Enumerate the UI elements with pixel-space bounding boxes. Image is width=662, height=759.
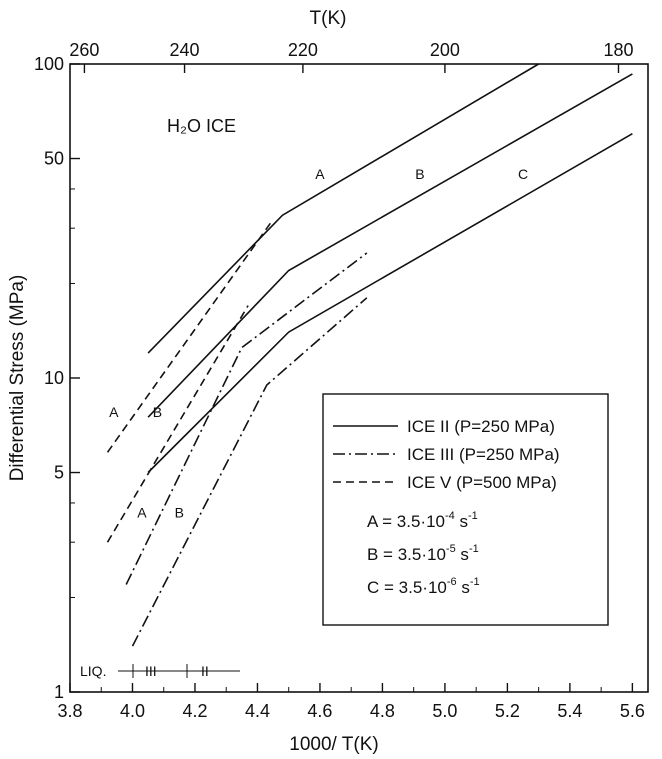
x-tick-label: 5.6 <box>620 701 645 721</box>
curve-labels: A B C A B A B <box>109 166 528 520</box>
series-line-dashed-b <box>106 305 249 543</box>
top-axis-title: T(K) <box>310 8 347 29</box>
curve-label: A <box>315 166 325 182</box>
legend-box <box>322 393 609 626</box>
legend-label-ice-v: ICE V (P=500 MPa) <box>407 473 557 492</box>
curve-label: C <box>518 166 528 182</box>
series-line-solid-c <box>147 133 633 474</box>
curve-label: A <box>137 504 147 520</box>
x-tick-label: 4.0 <box>120 701 145 721</box>
top-tick-label: 260 <box>69 40 99 60</box>
phase-label-liq: LIQ. <box>80 663 106 679</box>
top-tick-label: 200 <box>430 40 460 60</box>
y-tick-label: 50 <box>44 149 64 169</box>
axis-tick-labels: 3.8 4.0 4.2 4.4 4.6 4.8 5.0 5.2 5.4 5.6 260 240 220 2… <box>34 40 645 721</box>
curve-label: A <box>109 404 119 420</box>
series-line-dashed-a <box>106 218 274 453</box>
series-line-dashdot-b <box>131 297 368 647</box>
y-tick-label: 1 <box>54 682 64 702</box>
legend-label-ice-iii: ICE III (P=250 MPa) <box>407 445 560 464</box>
top-tick-label: 240 <box>170 40 200 60</box>
series-line-dashdot-a <box>125 252 368 585</box>
x-tick-label: 5.2 <box>495 701 520 721</box>
top-tick-label: 180 <box>603 40 633 60</box>
curve-label: B <box>175 504 184 520</box>
x-tick-label: 4.8 <box>370 701 395 721</box>
legend-rate-b: B = 3.5·10-5 s-1 <box>367 543 479 564</box>
series-line-solid-b <box>147 73 633 418</box>
legend: ICE II (P=250 MPa) ICE III (P=250 MPa) I… <box>322 393 609 626</box>
x-tick-label: 3.8 <box>57 701 82 721</box>
x-tick-label: 5.4 <box>557 701 582 721</box>
phase-strip: LIQ. III II <box>80 663 240 679</box>
y-axis-title: Differential Stress (MPa) <box>7 275 28 482</box>
x-tick-label: 4.2 <box>182 701 207 721</box>
x-axis-title: 1000/ T(K) <box>289 734 378 755</box>
series-line-solid-a <box>147 63 540 354</box>
legend-rate-a: A = 3.5·10-4 s-1 <box>367 510 478 531</box>
legend-rate-c: C = 3.5·10-6 s-1 <box>367 576 480 597</box>
x-tick-label: 4.6 <box>307 701 332 721</box>
data-series <box>106 63 633 647</box>
chart-title: H₂O ICE <box>167 116 236 136</box>
x-tick-label: 5.0 <box>432 701 457 721</box>
curve-label: B <box>415 166 424 182</box>
y-tick-label: 5 <box>54 463 64 483</box>
y-tick-label: 100 <box>34 54 64 74</box>
y-tick-label: 10 <box>44 368 64 388</box>
curve-label: B <box>153 404 162 420</box>
top-tick-label: 220 <box>288 40 318 60</box>
axis-ticks <box>69 63 634 693</box>
legend-label-ice-ii: ICE II (P=250 MPa) <box>407 417 555 436</box>
x-tick-label: 4.4 <box>245 701 270 721</box>
